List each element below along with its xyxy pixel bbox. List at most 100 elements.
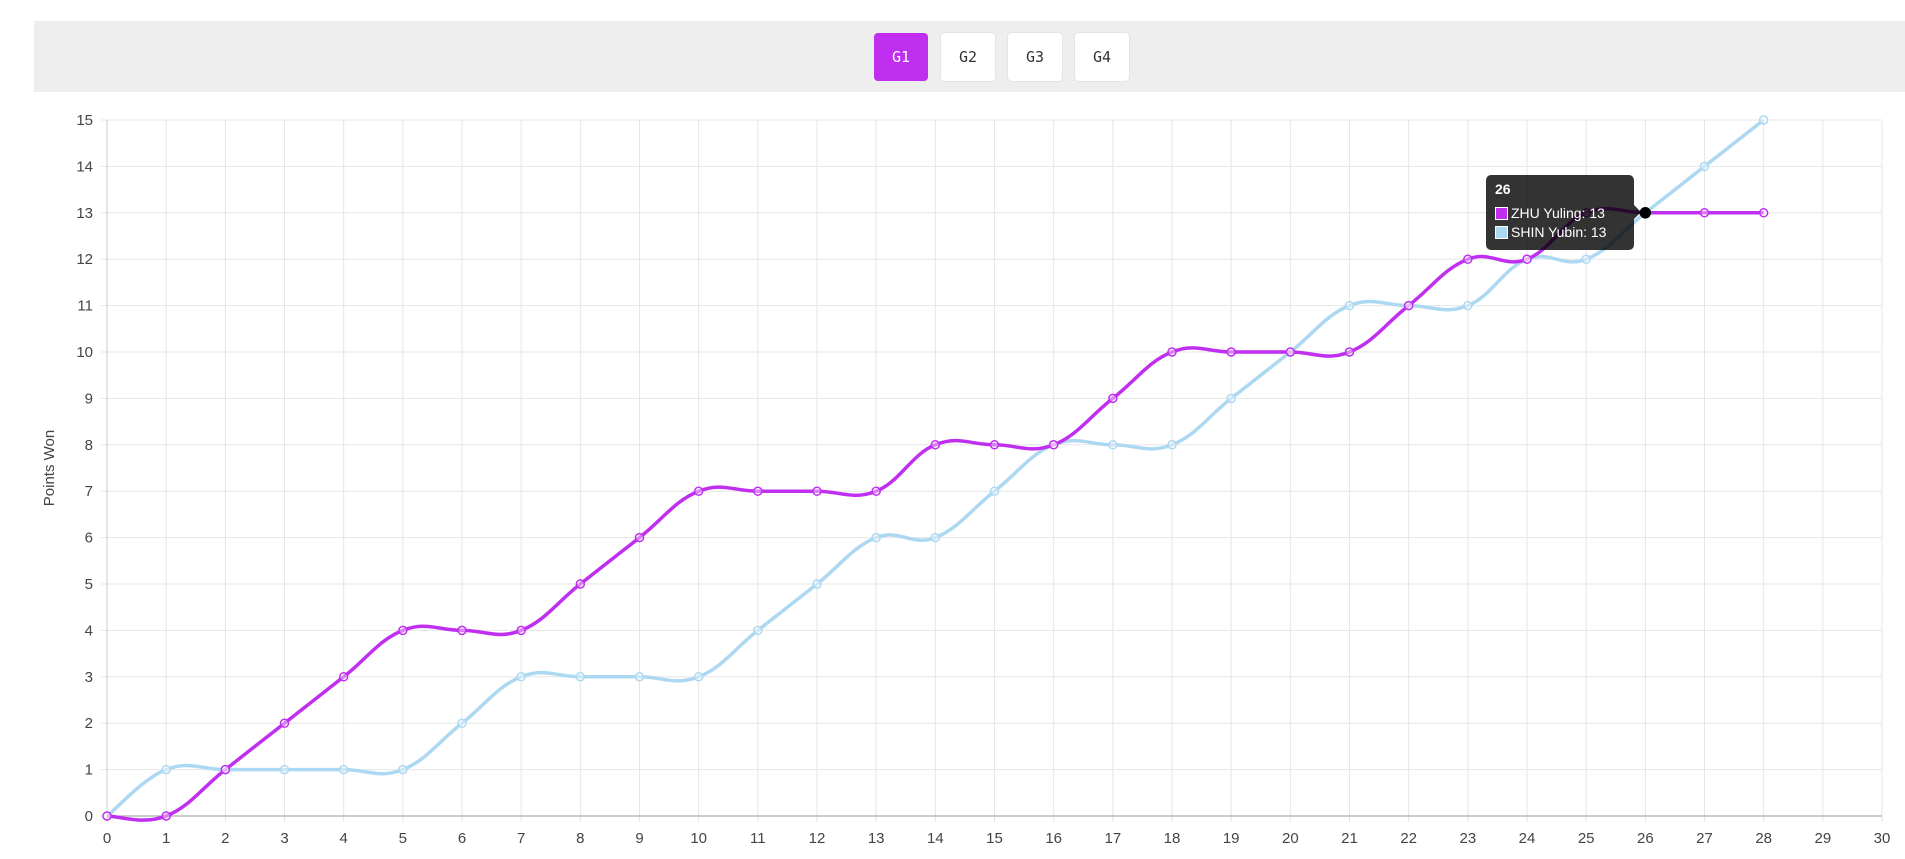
data-point-shin-yubin[interactable]	[989, 486, 1000, 496]
data-point-zhu-yuling[interactable]	[220, 764, 231, 775]
tab-g3[interactable]: G3	[1008, 33, 1062, 81]
y-tick-label: 1	[85, 762, 93, 779]
data-point-zhu-yuling[interactable]	[930, 440, 941, 450]
data-point-zhu-yuling[interactable]	[279, 718, 290, 728]
data-point-zhu-yuling[interactable]	[871, 486, 881, 496]
data-point-zhu-yuling[interactable]	[1522, 254, 1532, 264]
data-point-shin-yubin[interactable]	[161, 764, 171, 775]
data-point-zhu-yuling[interactable]	[634, 532, 645, 543]
data-point-shin-yubin[interactable]	[279, 764, 290, 775]
x-tick-label: 16	[1045, 830, 1062, 847]
x-tick-label: 7	[517, 830, 525, 847]
y-tick-label: 14	[76, 158, 93, 175]
data-point-zhu-yuling[interactable]	[1639, 207, 1652, 219]
x-axis-tick-labels: 0 1 2 3 4 5 6 7 8 9 10 11 12 13 14 15 16 17 18 19 20 21 22 23 24…	[103, 830, 1891, 847]
data-point-zhu-yuling[interactable]	[812, 486, 822, 496]
tab-g1[interactable]: G1	[874, 33, 928, 81]
y-tick-label: 2	[85, 715, 93, 732]
tooltip-row-shin: SHIN Yubin: 13	[1495, 224, 1606, 240]
y-tick-label: 8	[85, 437, 93, 454]
data-point-shin-yubin[interactable]	[753, 625, 763, 636]
tooltip-title: 26	[1495, 181, 1511, 197]
tab-g2[interactable]: G2	[941, 33, 995, 81]
data-point-shin-yubin[interactable]	[634, 672, 645, 682]
x-tick-label: 28	[1755, 830, 1772, 847]
data-point-shin-yubin[interactable]	[398, 764, 408, 775]
data-point-shin-yubin[interactable]	[1226, 393, 1236, 404]
x-tick-label: 8	[576, 830, 584, 847]
x-tick-label: 2	[221, 830, 229, 847]
data-point-zhu-yuling[interactable]	[516, 625, 526, 636]
x-tick-label: 1	[162, 830, 170, 847]
data-point-shin-yubin[interactable]	[516, 672, 526, 682]
data-point-shin-yubin[interactable]	[1167, 440, 1177, 450]
x-tick-label: 14	[927, 830, 944, 847]
data-point-zhu-yuling[interactable]	[1758, 208, 1769, 218]
y-tick-label: 4	[85, 622, 93, 639]
data-point-shin-yubin[interactable]	[1581, 254, 1591, 264]
data-point-shin-yubin[interactable]	[457, 718, 467, 728]
data-point-zhu-yuling[interactable]	[338, 672, 349, 682]
data-point-zhu-yuling[interactable]	[161, 811, 171, 821]
data-point-shin-yubin[interactable]	[575, 672, 586, 682]
y-tick-label: 10	[76, 344, 93, 361]
tooltip-row-zhu: ZHU Yuling: 13	[1495, 205, 1605, 221]
data-point-shin-yubin[interactable]	[812, 579, 822, 589]
data-point-zhu-yuling[interactable]	[457, 625, 467, 636]
game-tabs: G1 G2 G3 G4	[874, 33, 1129, 81]
data-point-shin-yubin[interactable]	[1699, 161, 1710, 172]
data-point-zhu-yuling[interactable]	[989, 440, 1000, 450]
x-tick-label: 10	[690, 830, 707, 847]
tooltip-caret	[1634, 205, 1641, 219]
data-point-zhu-yuling[interactable]	[575, 579, 586, 589]
x-tick-label: 12	[809, 830, 826, 847]
data-point-zhu-yuling[interactable]	[1048, 440, 1059, 450]
data-point-shin-yubin[interactable]	[930, 532, 941, 543]
x-tick-label: 25	[1578, 830, 1595, 847]
y-tick-label: 12	[76, 251, 93, 268]
y-tick-label: 0	[85, 808, 93, 825]
x-tick-label: 9	[635, 830, 643, 847]
data-point-shin-yubin[interactable]	[871, 532, 881, 543]
x-tick-label: 26	[1637, 830, 1654, 847]
data-point-zhu-yuling[interactable]	[1463, 254, 1473, 264]
x-tick-label: 30	[1874, 830, 1891, 847]
x-tick-label: 21	[1341, 830, 1358, 847]
x-tick-label: 3	[280, 830, 288, 847]
data-point-shin-yubin[interactable]	[693, 672, 704, 682]
y-tick-label: 9	[85, 390, 93, 407]
data-point-zhu-yuling[interactable]	[398, 625, 408, 636]
data-point-shin-yubin[interactable]	[1758, 115, 1769, 125]
data-point-shin-yubin[interactable]	[1108, 440, 1118, 450]
data-point-zhu-yuling[interactable]	[1226, 347, 1236, 357]
x-tick-label: 4	[339, 830, 347, 847]
data-point-shin-yubin[interactable]	[1463, 300, 1473, 311]
data-point-zhu-yuling[interactable]	[1699, 208, 1710, 218]
tab-g4[interactable]: G4	[1075, 33, 1129, 81]
y-tick-label: 5	[85, 576, 93, 593]
data-point-zhu-yuling[interactable]	[1285, 347, 1296, 357]
data-point-zhu-yuling[interactable]	[102, 811, 112, 821]
y-axis-title: Points Won	[41, 430, 58, 506]
tooltip-swatch-zhu	[1495, 206, 1508, 220]
x-tick-label: 17	[1104, 830, 1121, 847]
data-point-zhu-yuling[interactable]	[1344, 347, 1355, 357]
chart-axes	[106, 120, 1882, 817]
data-point-zhu-yuling[interactable]	[1167, 347, 1177, 357]
x-tick-label: 18	[1164, 830, 1181, 847]
data-point-shin-yubin[interactable]	[338, 764, 349, 775]
series-line-shin-yubin	[105, 118, 1765, 818]
game-tab-bar: G1 G2 G3 G4	[34, 21, 1905, 92]
x-tick-label: 13	[868, 830, 885, 847]
x-tick-label: 0	[103, 830, 111, 847]
x-tick-label: 15	[986, 830, 1003, 847]
y-tick-label: 13	[76, 205, 93, 222]
data-point-zhu-yuling[interactable]	[753, 486, 763, 496]
x-tick-label: 20	[1282, 830, 1299, 847]
data-point-zhu-yuling[interactable]	[1403, 300, 1414, 311]
data-point-zhu-yuling[interactable]	[693, 486, 704, 496]
data-point-zhu-yuling[interactable]	[1108, 393, 1118, 404]
data-point-shin-yubin[interactable]	[1344, 300, 1355, 311]
series-line-zhu-yuling	[106, 206, 1764, 822]
y-tick-label: 3	[85, 669, 93, 686]
